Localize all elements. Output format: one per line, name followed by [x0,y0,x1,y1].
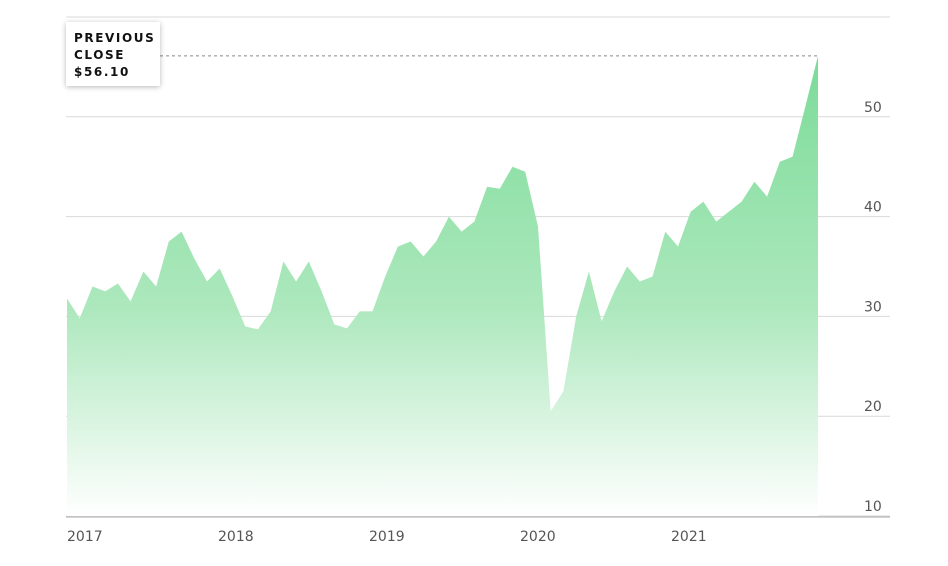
y-tick-label: 40 [864,200,882,216]
y-tick-label: 30 [864,299,882,315]
y-tick-label: 20 [864,399,882,415]
y-axis: 10 20 30 40 50 [864,100,882,515]
previous-close-callout: PREVIOUS CLOSE $56.10 [66,22,160,86]
previous-close-label: PREVIOUS CLOSE [74,31,156,62]
y-tick-label: 10 [864,499,882,515]
y-tick-label: 50 [864,100,882,116]
x-tick-label: 2018 [218,529,254,545]
x-tick-label: 2017 [67,529,103,545]
previous-close-value: $56.10 [74,65,130,79]
price-area [67,55,818,517]
x-tick-label: 2021 [671,529,707,545]
x-axis: 2017 2018 2019 2020 2021 [67,529,707,545]
x-tick-label: 2020 [520,529,556,545]
x-tick-label: 2019 [369,529,405,545]
